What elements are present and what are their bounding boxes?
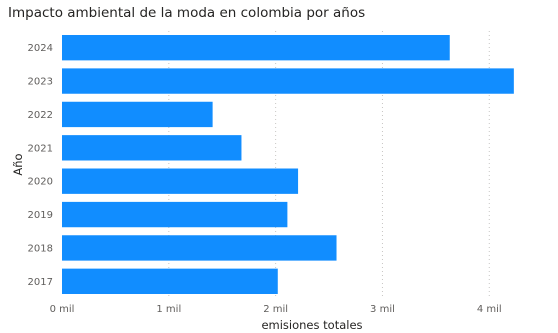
x-tick-label: 1 mil xyxy=(156,304,181,315)
y-tick-label: 2020 xyxy=(28,177,53,188)
y-tick-label: 2023 xyxy=(28,77,53,88)
bar xyxy=(62,168,299,194)
y-tick-label: 2017 xyxy=(28,277,53,288)
bar xyxy=(62,101,213,128)
bar xyxy=(62,201,288,228)
y-tick-label: 2021 xyxy=(28,143,53,154)
x-tick-label: 0 mil xyxy=(50,304,75,315)
x-tick-label: 4 mil xyxy=(477,304,502,315)
y-tick-label: 2019 xyxy=(28,210,53,221)
x-tick-label: 2 mil xyxy=(263,304,288,315)
bar xyxy=(62,35,450,61)
x-tick-label: 3 mil xyxy=(370,304,395,315)
y-tick-label: 2024 xyxy=(28,43,53,54)
bars xyxy=(62,35,514,294)
bar xyxy=(62,68,514,94)
bar xyxy=(62,268,278,294)
y-tick-label: 2022 xyxy=(28,110,53,121)
bar xyxy=(62,135,242,161)
y-axis-title: Año xyxy=(11,153,25,175)
y-tick-label: 2018 xyxy=(28,243,53,254)
y-tick-labels: 2024 2023 2022 2021 2020 2019 2018 2017 xyxy=(28,43,53,288)
bar xyxy=(62,235,337,261)
x-tick-labels: 0 mil 1 mil 2 mil 3 mil 4 mil xyxy=(50,304,502,315)
chart-title: Impacto ambiental de la moda en colombia… xyxy=(8,5,366,21)
x-axis-title: emisiones totales xyxy=(261,318,362,332)
